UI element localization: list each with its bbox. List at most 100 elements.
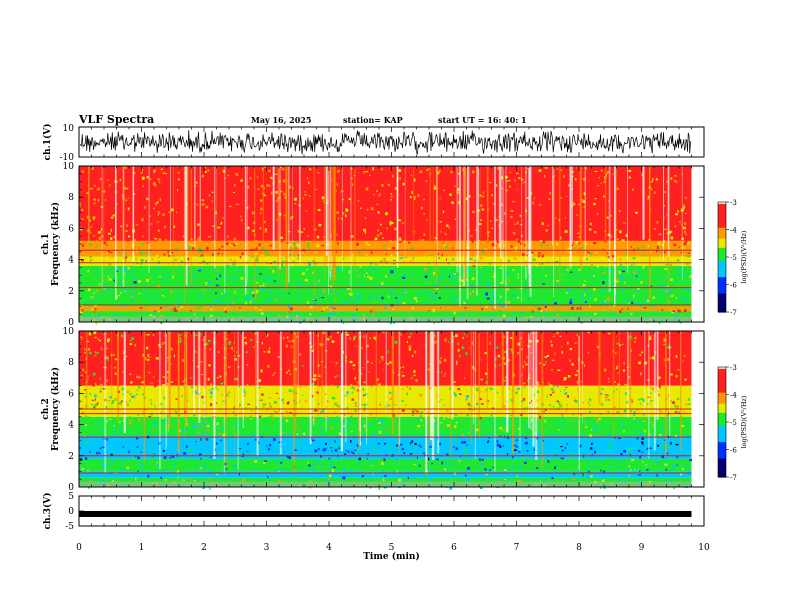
ch2-spectrogram-speckle xyxy=(476,354,478,356)
ch2-spectrogram-speckle xyxy=(594,424,597,428)
ch2-spectrogram-speckle xyxy=(491,333,494,335)
ch1-spectrogram-speckle xyxy=(582,177,586,181)
ch2-spectrogram-speckle xyxy=(278,470,280,473)
ch2-spectrogram-speckle xyxy=(102,356,105,360)
ch2-spectrogram-speckle xyxy=(395,371,398,373)
ch2-spectrogram-speckle xyxy=(480,403,484,405)
ch1-spectrogram-speckle xyxy=(191,274,195,278)
ch1-spectrogram-speckle xyxy=(255,297,258,299)
ch1-spectrogram-speckle xyxy=(378,203,381,205)
ch2-spectrogram-speckle xyxy=(214,465,216,467)
ch2-spectrogram-speckle xyxy=(342,409,346,411)
ch2-spectrogram-speckle xyxy=(238,472,240,476)
ch2-spectrogram-speckle xyxy=(269,452,272,454)
ch1-spectrogram-speckle xyxy=(524,244,527,247)
ch2-spectrogram-speckle xyxy=(243,451,246,454)
ch1-spectrogram-speckle xyxy=(303,206,305,209)
ch1-spectrogram-speckle xyxy=(399,257,402,260)
ch1-spectrogram-speckle xyxy=(82,194,86,198)
ch1-spectrogram-sferic-streak xyxy=(194,166,196,248)
ch1-spectrogram-speckle xyxy=(92,300,94,302)
ch2-spectrogram-speckle xyxy=(356,384,358,388)
ch1-spectrogram-speckle xyxy=(439,221,442,223)
ch1-spectrogram-speckle xyxy=(336,207,339,210)
ch1-spectrogram-speckle xyxy=(440,181,444,183)
ch2-spectrogram-speckle xyxy=(681,381,684,384)
ch2-spectrogram-speckle xyxy=(476,402,479,406)
ch1-spectrogram-speckle xyxy=(120,291,122,294)
ch2-spectrogram-speckle xyxy=(87,416,89,417)
ch1-spectrogram-speckle xyxy=(631,220,633,223)
ch2-spectrogram-speckle xyxy=(180,430,182,432)
ch1-spectrogram-speckle xyxy=(355,308,358,311)
ch2-spectrogram-speckle xyxy=(380,420,384,424)
ch1-spectrogram-speckle xyxy=(96,188,99,191)
ch2-spectrogram-speckle xyxy=(663,439,666,441)
ch1-spectrogram-speckle xyxy=(422,239,424,241)
ch1-spectrogram-speckle xyxy=(376,230,379,234)
ch2-spectrogram-speckle xyxy=(660,410,663,413)
ch1-spectrogram-speckle xyxy=(575,186,577,189)
ch1-spectrogram-speckle xyxy=(485,281,489,283)
ch2-spectrogram-speckle xyxy=(499,458,502,460)
ch1-spectrogram-sferic-streak xyxy=(527,166,530,274)
ch1-spectrogram-speckle xyxy=(147,251,151,254)
ch2-spectrogram-speckle xyxy=(363,424,366,428)
ch1-spectrogram-speckle xyxy=(525,250,529,254)
ch1-spectrogram-speckle xyxy=(639,279,641,281)
ch2-spectrogram-speckle xyxy=(522,455,524,458)
ch2-spectrogram-speckle xyxy=(146,346,149,350)
ch1-spectrogram-sferic-streak xyxy=(299,166,301,265)
ch1-spectrogram-speckle xyxy=(402,302,406,304)
ch1-spectrogram-speckle xyxy=(665,287,668,291)
ch1-spectrogram-speckle xyxy=(443,244,446,247)
ch1-spectrogram-sferic-streak xyxy=(552,166,553,246)
ch2-spectrogram-speckle xyxy=(219,409,221,411)
ch1-spectrogram-speckle xyxy=(93,200,95,203)
ch1-spectrogram-speckle xyxy=(221,245,224,248)
ch1-spectrogram-speckle xyxy=(542,276,544,279)
ch1-spectrogram-speckle xyxy=(508,185,511,188)
ch2-spectrogram-speckle xyxy=(497,354,501,358)
ch1-spectrogram-speckle xyxy=(590,264,594,266)
ch1-spectrogram-speckle xyxy=(261,172,263,174)
ch2-spectrogram-speckle xyxy=(253,468,256,471)
ch1-spectrogram-speckle xyxy=(281,311,284,315)
ch2-spectrogram-speckle xyxy=(150,413,153,416)
ch2-spectrogram-speckle xyxy=(146,337,148,341)
ch1-spectrogram-speckle xyxy=(264,228,268,230)
ch2-spectrogram-speckle xyxy=(100,429,103,432)
ch2-spectrogram-speckle xyxy=(622,369,625,372)
ch1-spectrogram-speckle xyxy=(90,232,92,234)
ch2-spectrogram-speckle xyxy=(334,425,338,429)
ch2-spectrogram-speckle xyxy=(444,462,447,466)
ch1-spectrogram-speckle xyxy=(123,230,126,232)
ch1-spectrogram-speckle xyxy=(656,221,659,224)
ch2-spectrogram-speckle xyxy=(572,441,575,443)
ch1-spectrogram-speckle xyxy=(281,211,284,215)
ch2-spectrogram-speckle xyxy=(197,433,201,436)
ch2-spectrogram-speckle xyxy=(288,369,290,373)
ch1-spectrogram-speckle xyxy=(535,175,538,178)
ch1-spectrogram-speckle xyxy=(625,219,627,221)
ch2-spectrogram-speckle xyxy=(542,439,544,442)
ch1-spectrogram-speckle xyxy=(500,220,504,223)
ch1-spectrogram-speckle xyxy=(560,236,562,240)
ch1-spectrogram-speckle xyxy=(342,212,345,215)
ch2-spectrogram-speckle xyxy=(275,392,278,394)
ch2-spectrogram-speckle xyxy=(115,358,117,361)
ch2-spectrogram-speckle xyxy=(487,431,490,434)
ch1-spectrogram-speckle xyxy=(651,285,655,288)
ch1-spectrogram-speckle xyxy=(104,287,106,290)
ch1-spectrogram-speckle xyxy=(142,185,144,187)
ch2-spectrogram-speckle xyxy=(191,416,195,419)
ch2-spectrogram-speckle xyxy=(388,450,391,452)
ch1-spectrogram-speckle xyxy=(266,300,268,303)
ch1-spectrogram-speckle xyxy=(426,189,429,192)
ch1-spectrogram-speckle xyxy=(619,257,622,261)
ch1-spectrogram-speckle xyxy=(125,201,128,203)
ch1-spectrogram-speckle xyxy=(360,284,362,286)
ch1-spectrogram-speckle xyxy=(596,264,600,268)
ch2-spectrogram-speckle xyxy=(182,380,185,383)
ch1-spectrogram-speckle xyxy=(533,215,537,218)
